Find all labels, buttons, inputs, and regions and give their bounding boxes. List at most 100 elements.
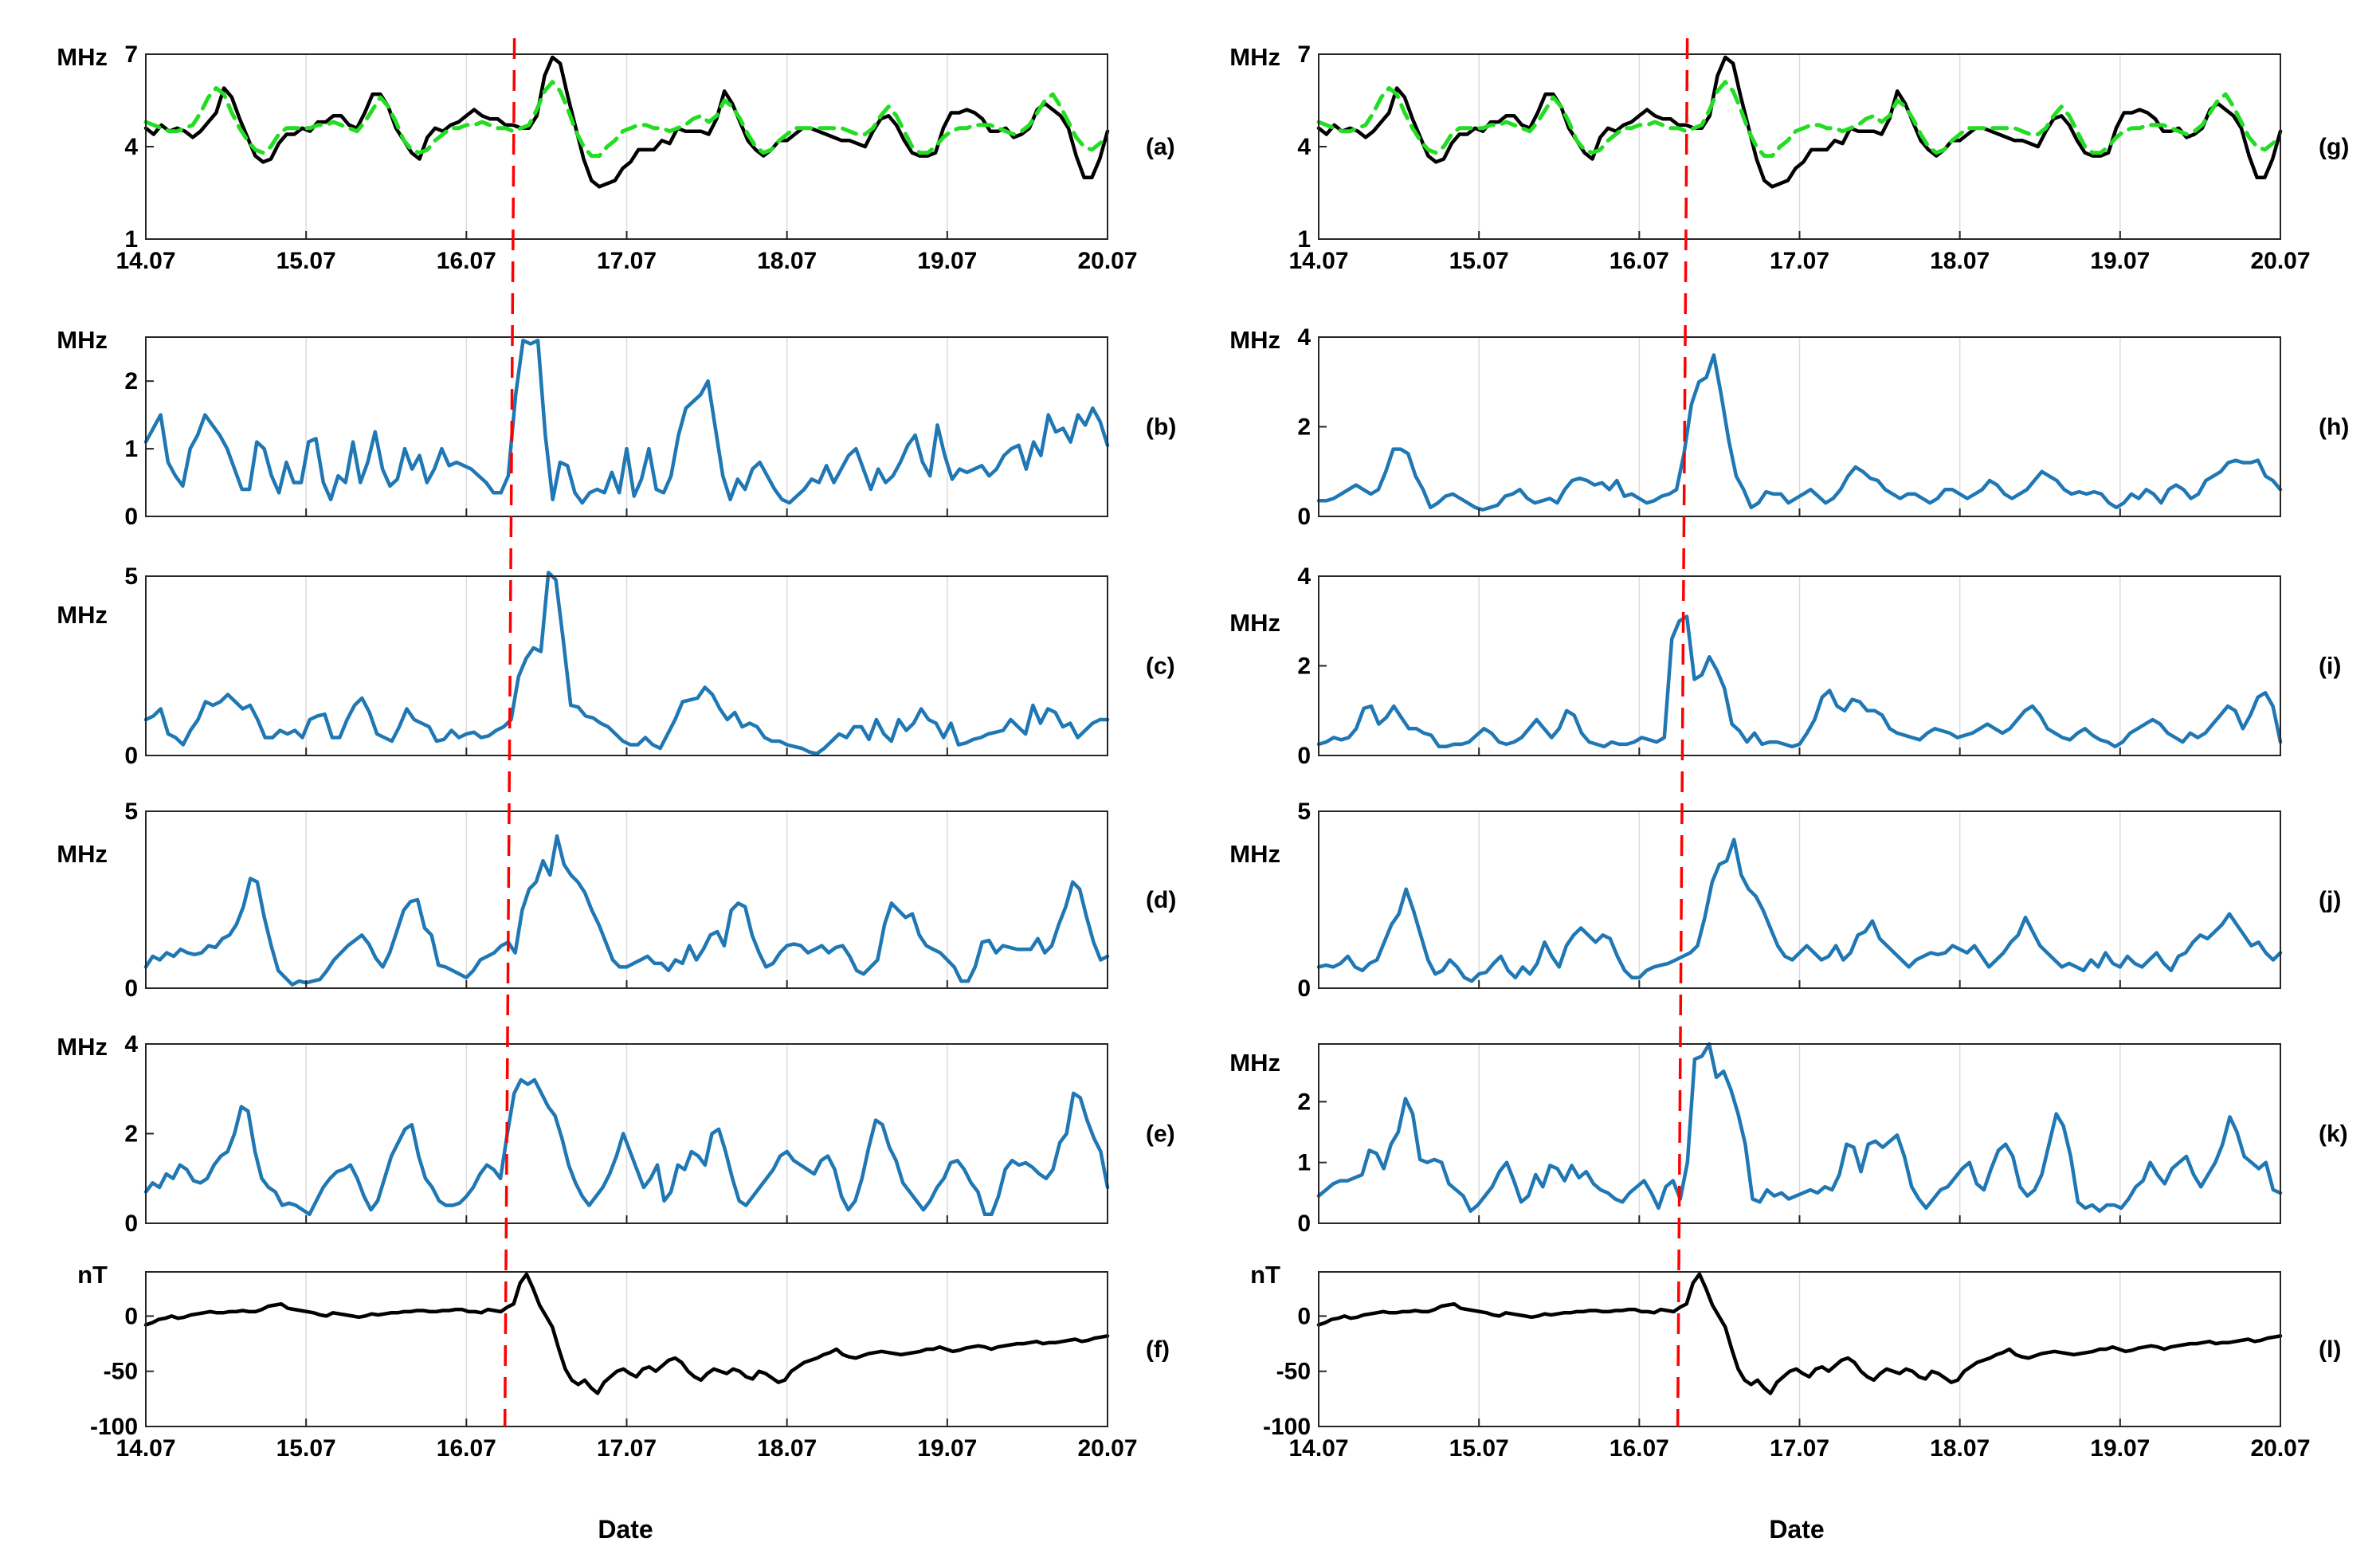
panel-i: 0 2 4 MHz (i) [1229, 563, 2341, 769]
x-tick-label: 15.07 [1449, 248, 1509, 274]
y-tick-label: 4 [1297, 324, 1311, 351]
panel-k: 0 1 2 MHz (k) [1229, 1042, 2348, 1237]
event-line-left [503, 37, 516, 1427]
x-tick-label: 18.07 [757, 248, 817, 274]
series-series-line [143, 338, 1110, 505]
y-tick-label: 4 [124, 134, 138, 160]
panel-j: 0 5 MHz (j) [1229, 799, 2341, 1002]
y-tick-label: 2 [1297, 414, 1311, 441]
y-tick-label: 4 [124, 1031, 138, 1058]
x-tick-label: 16.07 [437, 1435, 496, 1462]
y-axis-label: MHz [57, 1033, 108, 1061]
y-tick-label: -100 [1263, 1414, 1311, 1440]
y-tick-label: 0 [124, 1211, 138, 1237]
x-tick-label: 19.07 [917, 1435, 977, 1462]
panel-label: (e) [1146, 1121, 1175, 1148]
series-model-line [143, 80, 1110, 159]
panel-label: (l) [2319, 1336, 2341, 1363]
y-axis-label: MHz [1229, 609, 1280, 637]
panel-label: (b) [1146, 414, 1176, 441]
y-tick-label: 0 [1297, 1303, 1311, 1329]
y-tick-label: 2 [1297, 653, 1311, 680]
y-axis-label: MHz [57, 326, 108, 354]
series-series-line [1316, 838, 2283, 983]
x-tick-label: 19.07 [2090, 248, 2150, 274]
x-tick-label: 15.07 [276, 1435, 336, 1462]
x-tick-label: 18.07 [757, 1435, 817, 1462]
y-tick-label: 2 [124, 368, 138, 394]
panel-label: (h) [2319, 414, 2349, 441]
x-tick-label: 17.07 [1770, 1435, 1829, 1462]
x-tick-label: 20.07 [1077, 248, 1137, 274]
y-tick-label: 0 [124, 975, 138, 1002]
series-Dst-line [143, 1272, 1110, 1395]
y-axis-label: MHz [1229, 840, 1280, 868]
x-tick-label: 20.07 [1077, 1435, 1137, 1462]
y-tick-label: 0 [1297, 1211, 1311, 1237]
y-tick-label: -50 [104, 1359, 138, 1385]
y-tick-label: 0 [1297, 975, 1311, 1002]
y-tick-label: 0 [1297, 743, 1311, 769]
y-tick-label: 5 [1297, 799, 1311, 825]
panel-label: (c) [1146, 653, 1175, 680]
y-axis-label: nT [1250, 1261, 1280, 1289]
panel-c: 0 5 MHz (c) [57, 563, 1174, 769]
series-series-line [143, 571, 1110, 756]
y-axis-label: MHz [57, 601, 108, 629]
x-tick-label: 20.07 [2250, 1435, 2310, 1462]
x-tick-label: 17.07 [597, 248, 657, 274]
series-series-line [1316, 614, 2283, 749]
x-tick-label: 17.07 [1770, 248, 1829, 274]
y-tick-label: 1 [1297, 1150, 1311, 1176]
y-tick-label: 0 [124, 743, 138, 769]
x-tick-label: 14.07 [116, 1435, 175, 1462]
x-tick-label: 14.07 [116, 248, 175, 274]
panel-d: 0 5 MHz (d) [57, 799, 1176, 1002]
y-tick-label: 4 [1297, 563, 1311, 590]
y-tick-label: 0 [124, 1303, 138, 1329]
series-model-line [1316, 80, 2283, 159]
x-tick-label: 16.07 [437, 248, 496, 274]
event-line-right [1676, 37, 1689, 1427]
y-axis-label: MHz [57, 840, 108, 868]
panel-label: (g) [2319, 134, 2349, 160]
x-tick-label: 16.07 [1610, 1435, 1669, 1462]
x-axis-label-left: Date [598, 1515, 653, 1544]
y-axis-label: MHz [57, 43, 108, 71]
x-tick-label: 15.07 [1449, 1435, 1509, 1462]
y-tick-label: 5 [124, 563, 138, 590]
panel-g: 1 4 7 14.07 15.07 16.07 17.07 18.07 19.07 20.07 MH… [1229, 41, 2349, 274]
x-tick-label: 19.07 [2090, 1435, 2150, 1462]
y-tick-label: 7 [1297, 41, 1311, 68]
y-tick-label: 2 [124, 1121, 138, 1148]
x-tick-label: 15.07 [276, 248, 336, 274]
y-tick-label: 4 [1297, 134, 1311, 160]
panel-label: (k) [2319, 1121, 2348, 1148]
panel-a: 1 4 7 14.07 15.07 16.07 17.07 18.07 19.07 20.07 MH… [57, 41, 1174, 274]
panel-label: (d) [1146, 887, 1176, 913]
y-axis-label: nT [77, 1261, 108, 1289]
y-tick-label: 1 [1297, 226, 1311, 253]
x-tick-label: 19.07 [917, 248, 977, 274]
x-axis-label-right: Date [1769, 1515, 1824, 1544]
y-tick-label: 2 [1297, 1089, 1311, 1115]
series-Dst-line [1316, 1272, 2283, 1395]
series-series-line [143, 1077, 1110, 1217]
series-series-line [1316, 1042, 2283, 1213]
panel-label: (a) [1146, 134, 1175, 160]
panel-label: (i) [2319, 653, 2341, 680]
panels-layer: 1 4 7 14.07 15.07 16.07 17.07 18.07 19.07 20.07 MH… [57, 41, 2349, 1462]
y-tick-label: 5 [124, 799, 138, 825]
y-axis-label: MHz [1229, 43, 1280, 71]
x-tick-label: 16.07 [1610, 248, 1669, 274]
y-tick-label: -50 [1276, 1359, 1311, 1385]
event-lines-layer [503, 37, 1689, 1427]
panel-f: -100 -50 0 14.07 15.07 16.07 17.07 18.07 19.07 20… [77, 1261, 1170, 1462]
panel-b: 0 1 2 MHz (b) [57, 326, 1176, 530]
y-tick-label: 1 [124, 226, 138, 253]
x-tick-label: 14.07 [1288, 1435, 1348, 1462]
y-axis-label: MHz [1229, 326, 1280, 354]
x-tick-label: 17.07 [597, 1435, 657, 1462]
y-axis-label: MHz [1229, 1049, 1280, 1077]
